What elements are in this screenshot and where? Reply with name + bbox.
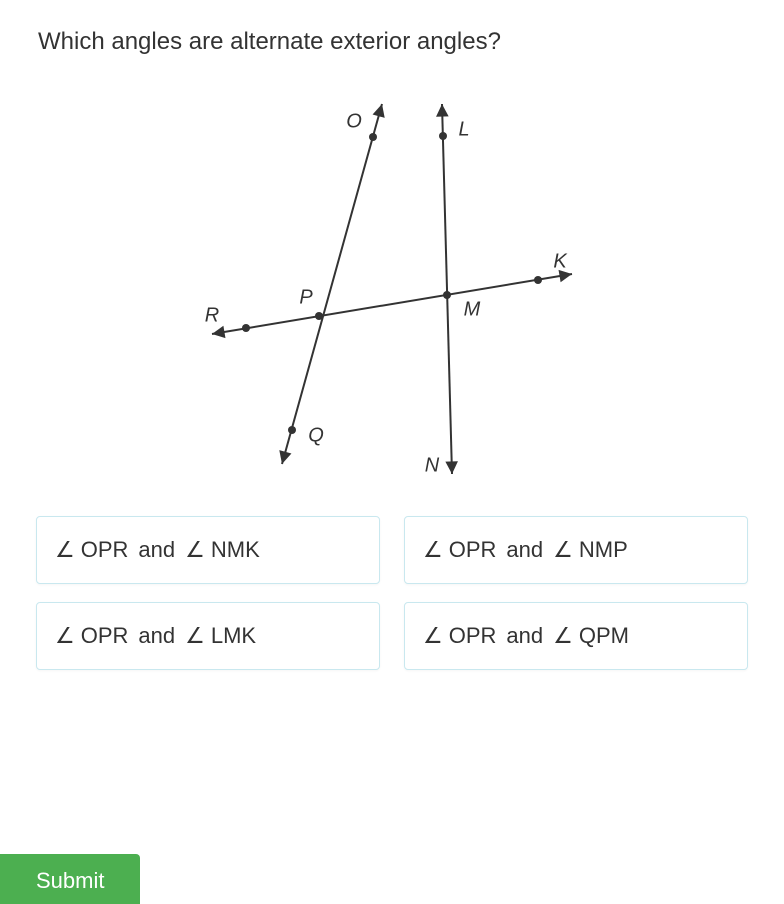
angle-icon: ∠ [553, 537, 575, 563]
angle-icon: ∠ [55, 537, 77, 563]
angle-icon: ∠ [423, 537, 445, 563]
choice-b-right: NMP [579, 537, 628, 563]
choice-c[interactable]: ∠OPR and ∠LMK [36, 602, 380, 670]
choice-a-right: NMK [211, 537, 260, 563]
answer-choices: ∠OPR and ∠NMK ∠OPR and ∠NMP ∠OPR and ∠LM… [28, 516, 756, 670]
point-label: N [425, 455, 439, 478]
point-label: K [553, 251, 566, 274]
and-word: and [138, 623, 175, 649]
choice-a[interactable]: ∠OPR and ∠NMK [36, 516, 380, 584]
choice-a-left: OPR [81, 537, 129, 563]
angle-icon: ∠ [423, 623, 445, 649]
choice-d-left: OPR [449, 623, 497, 649]
angle-icon: ∠ [185, 623, 207, 649]
diagram-container: O L K M P R Q N [28, 74, 756, 504]
choice-c-right: LMK [211, 623, 256, 649]
point-label: L [458, 119, 469, 142]
choice-c-left: OPR [81, 623, 129, 649]
choice-b-left: OPR [449, 537, 497, 563]
choice-d[interactable]: ∠OPR and ∠QPM [404, 602, 748, 670]
point-label: R [205, 305, 219, 328]
and-word: and [138, 537, 175, 563]
submit-button[interactable]: Submit [0, 854, 140, 904]
point-label: O [346, 111, 362, 134]
point-label: P [299, 287, 312, 310]
choice-d-right: QPM [579, 623, 629, 649]
point-label: Q [308, 425, 324, 448]
angle-icon: ∠ [55, 623, 77, 649]
point-label: M [464, 299, 481, 322]
angle-icon: ∠ [553, 623, 575, 649]
angle-icon: ∠ [185, 537, 207, 563]
choice-b[interactable]: ∠OPR and ∠NMP [404, 516, 748, 584]
question-card: Which angles are alternate exterior angl… [0, 0, 784, 904]
and-word: and [506, 537, 543, 563]
and-word: and [506, 623, 543, 649]
question-text: Which angles are alternate exterior angl… [38, 28, 756, 56]
angle-diagram: O L K M P R Q N [182, 74, 602, 504]
